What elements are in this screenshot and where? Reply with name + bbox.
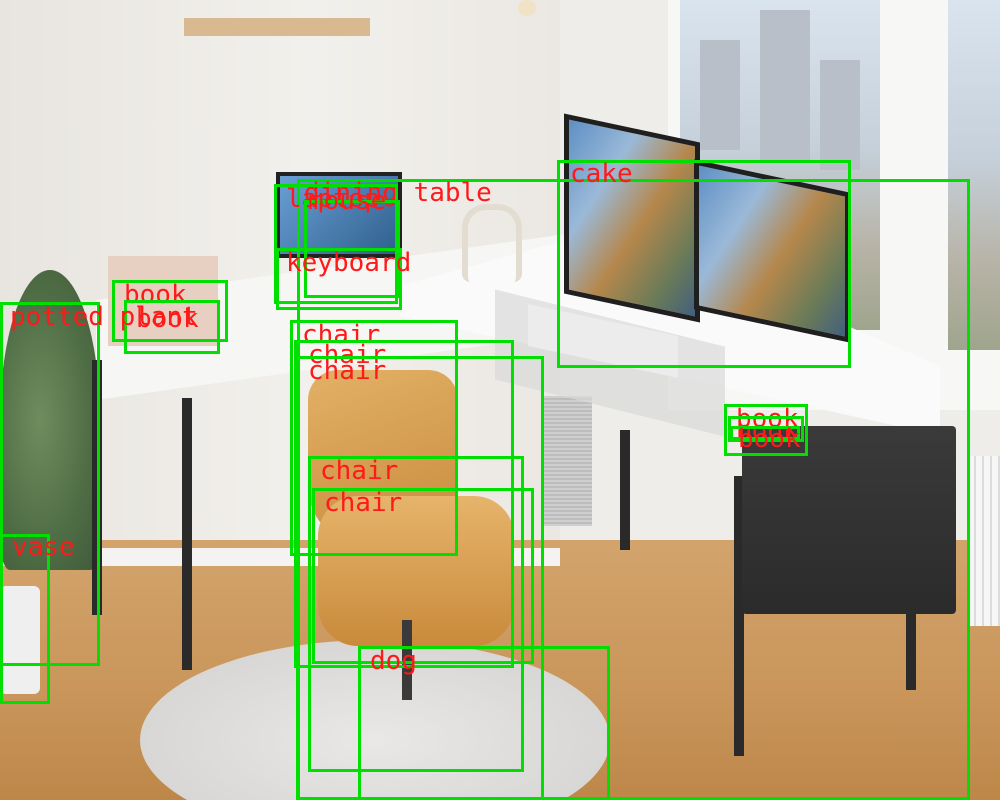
desk-leg	[620, 430, 630, 550]
radiator	[968, 456, 1000, 626]
bbox-dog	[358, 646, 610, 800]
bbox-label-keyboard: keyboard	[286, 248, 412, 278]
bbox-book	[124, 300, 220, 354]
bbox-label-mouse: mouse	[308, 186, 387, 216]
storage-bag	[742, 426, 956, 614]
city-building	[760, 10, 810, 160]
bbox-chair	[290, 320, 458, 556]
plant-shape	[0, 270, 100, 570]
wall-shelf	[184, 18, 370, 36]
chair-seat-shape	[318, 496, 514, 646]
bbox-label-book: book	[124, 280, 187, 310]
chair-base-shape	[402, 620, 412, 700]
desk-leg	[906, 560, 916, 690]
bbox-label-potted-plant: potted plant	[10, 302, 198, 332]
city-building	[700, 40, 740, 150]
bbox-vase	[0, 534, 50, 704]
bbox-cake	[557, 160, 851, 368]
bbox-chair	[312, 488, 534, 664]
bbox-chair	[294, 340, 514, 668]
bbox-label-laptop: laptop	[286, 184, 380, 214]
bbox-label-chair: chair	[302, 320, 381, 350]
vase-shape	[0, 586, 40, 694]
bbox-potted-plant	[0, 302, 100, 666]
bbox-label-dog: dog	[370, 646, 417, 676]
bbox-keyboard	[276, 248, 402, 310]
desk-leg	[182, 398, 192, 670]
desk-leg	[734, 476, 744, 756]
pc-tower	[544, 396, 592, 526]
bbox-label-book: book	[136, 304, 199, 334]
city-building	[820, 60, 860, 170]
bbox-book	[112, 280, 228, 342]
bbox-chair	[308, 456, 524, 772]
bbox-label-chair: chair	[308, 356, 387, 386]
bbox-book	[730, 426, 800, 440]
pendant-lamp	[518, 0, 536, 16]
window-pane	[948, 0, 1000, 350]
headphones-shape	[462, 204, 522, 282]
bbox-label-chair: chair	[308, 340, 387, 370]
bbox-label-book: book	[738, 424, 801, 454]
bbox-laptop	[274, 184, 398, 304]
bbox-book	[728, 416, 804, 442]
bbox-book	[724, 404, 808, 456]
bbox-label-chair: chair	[324, 488, 403, 518]
bbox-label-vase: vase	[12, 532, 75, 562]
bbox-label-chair: chair	[320, 456, 399, 486]
bbox-label-cake: cake	[570, 159, 633, 189]
